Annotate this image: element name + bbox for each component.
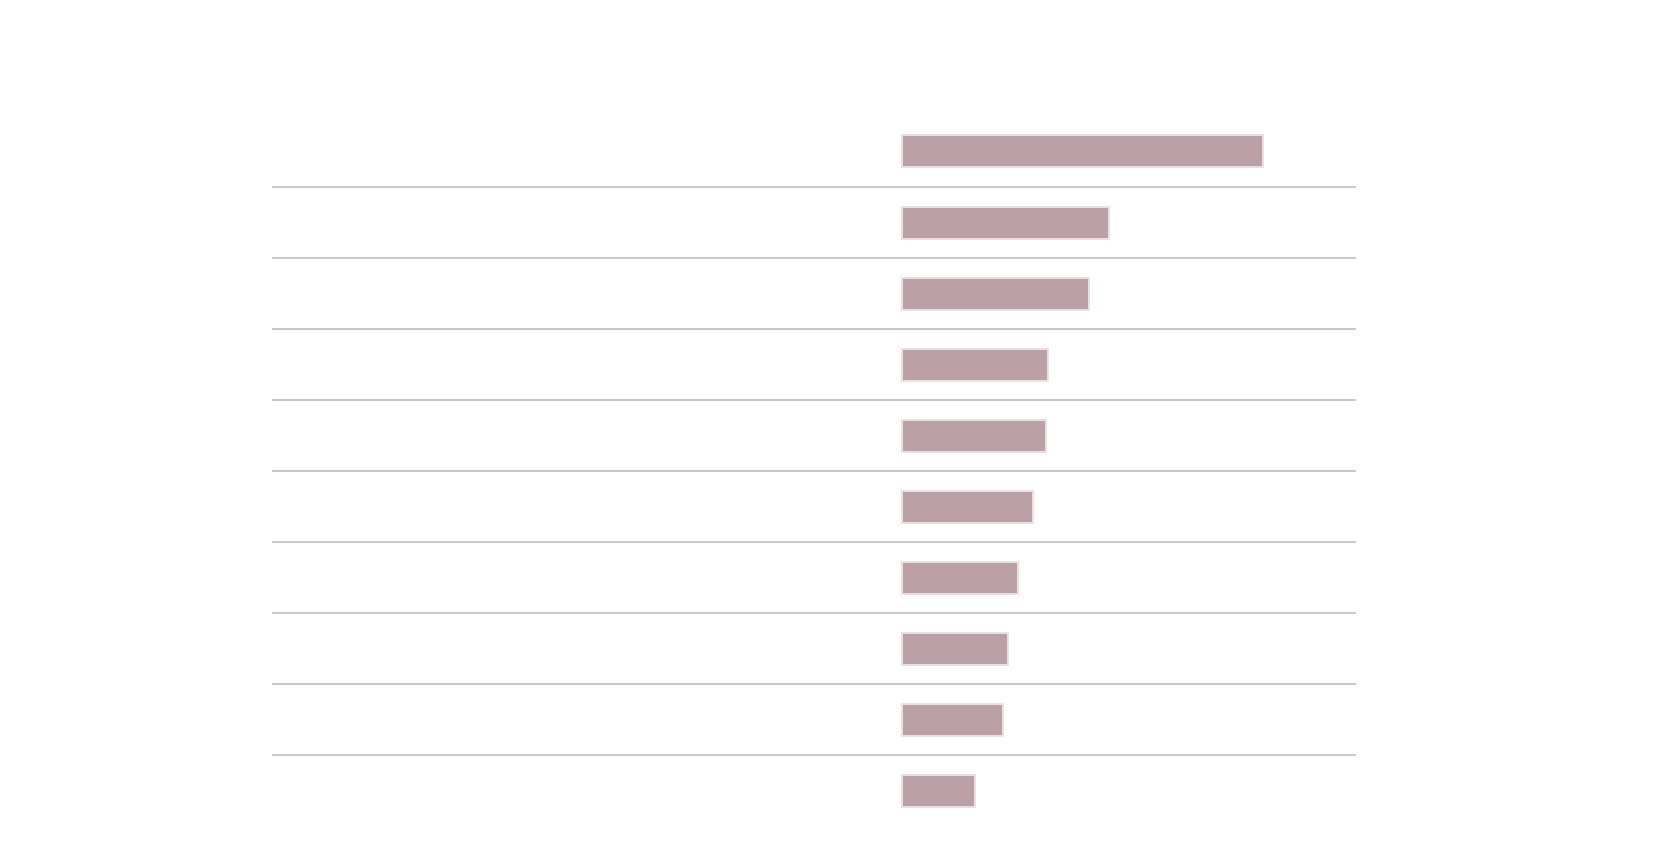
bar xyxy=(901,773,976,808)
bar xyxy=(901,631,1009,666)
bar xyxy=(901,560,1019,595)
bar xyxy=(901,276,1090,311)
chart-row xyxy=(272,541,1356,612)
chart-row xyxy=(272,683,1356,754)
bar-chart-plot-area xyxy=(272,115,1356,825)
bar xyxy=(901,205,1110,240)
chart-row xyxy=(272,115,1356,186)
bar xyxy=(901,347,1049,382)
chart-row xyxy=(272,470,1356,541)
chart-row xyxy=(272,257,1356,328)
bar xyxy=(901,418,1047,453)
chart-row xyxy=(272,328,1356,399)
chart-row xyxy=(272,186,1356,257)
chart-row xyxy=(272,612,1356,683)
chart-row xyxy=(272,754,1356,825)
bar xyxy=(901,133,1264,168)
bar xyxy=(901,489,1034,524)
bar xyxy=(901,702,1004,737)
chart-row xyxy=(272,399,1356,470)
